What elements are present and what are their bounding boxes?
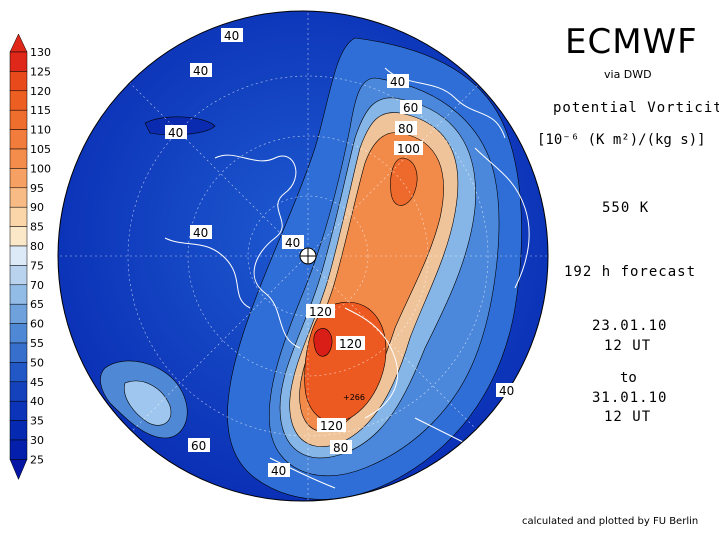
contour-label: 40 <box>496 383 518 398</box>
end-time: 12 UT <box>604 409 652 425</box>
start-date: 23.01.10 <box>592 318 668 334</box>
pv-upper-core <box>390 157 418 206</box>
contour-label: 40 <box>282 235 304 250</box>
end-date: 31.01.10 <box>592 390 668 406</box>
start-time: 12 UT <box>604 338 652 354</box>
contour-label: 60 <box>188 438 210 453</box>
pv-core <box>313 328 333 357</box>
svg-text:60: 60 <box>403 101 418 115</box>
svg-text:40: 40 <box>168 126 183 140</box>
colorbar-swatch <box>9 51 28 72</box>
to-label: to <box>620 370 637 386</box>
colorbar-tick-label: 65 <box>30 298 44 311</box>
contour-label: 40 <box>190 63 212 78</box>
colorbar-swatch <box>9 168 28 189</box>
colorbar-tick-label: 50 <box>30 356 44 369</box>
contour-label: 40 <box>165 125 187 140</box>
colorbar-arrow-bottom <box>9 459 28 481</box>
colorbar-tick-label: 55 <box>30 337 44 350</box>
colorbar-tick-label: 60 <box>30 318 44 331</box>
colorbar-tick-label: 125 <box>30 65 51 78</box>
colorbar-tick-label: 35 <box>30 415 44 428</box>
colorbar-tick-label: 85 <box>30 221 44 234</box>
colorbar-swatch <box>9 323 28 344</box>
svg-text:40: 40 <box>285 236 300 250</box>
colorbar-tick-label: 30 <box>30 434 44 447</box>
colorbar-tick-label: 105 <box>30 143 51 156</box>
svg-text:40: 40 <box>390 75 405 89</box>
credit-footer: calculated and plotted by FU Berlin <box>522 516 699 527</box>
contour-label: 40 <box>221 28 243 43</box>
colorbar-swatch <box>9 265 28 286</box>
colorbar-swatch <box>9 381 28 402</box>
colorbar-tick-label: 110 <box>30 124 51 137</box>
colorbar-swatch <box>9 90 28 111</box>
colorbar-tick-label: 80 <box>30 240 44 253</box>
contour-label: 40 <box>387 74 409 89</box>
colorbar-tick-label: 120 <box>30 85 51 98</box>
colorbar-swatch <box>9 342 28 363</box>
contour-label: 80 <box>395 121 417 136</box>
colorbar-tick-label: 75 <box>30 259 44 272</box>
colorbar-swatch <box>9 187 28 208</box>
contour-label: 40 <box>190 225 212 240</box>
contour-label: 40 <box>268 463 290 478</box>
colorbar-swatch <box>9 71 28 92</box>
colorbar-swatch <box>9 400 28 421</box>
forecast-label: 192 h forecast <box>564 264 697 280</box>
colorbar-swatch <box>9 420 28 441</box>
colorbar-swatch <box>9 362 28 383</box>
level-label: 550 K <box>602 200 650 216</box>
svg-text:60: 60 <box>191 439 206 453</box>
contour-label: 60 <box>400 100 422 115</box>
colorbar-arrow-top <box>9 33 28 53</box>
colorbar-swatch <box>9 226 28 247</box>
quantity-label: potential Vorticity <box>553 100 719 116</box>
colorbar-legend: 130 125 120 115 110 105 100 95 90 85 80 75 70 65 60 55 5… <box>8 30 54 494</box>
colorbar-tick-label: 130 <box>30 46 51 59</box>
colorbar-labels: 130 125 120 115 110 105 100 95 90 85 80 75 70 65 60 55 5… <box>30 46 51 466</box>
svg-text:40: 40 <box>193 226 208 240</box>
station-label: +266 <box>343 393 365 402</box>
colorbar-swatch <box>9 109 28 130</box>
pv-blob-southwest-inner <box>124 380 172 426</box>
contour-label: 100 <box>394 141 423 156</box>
colorbar-tick-label: 115 <box>30 104 51 117</box>
colorbar-tick-label: 95 <box>30 182 44 195</box>
svg-text:100: 100 <box>397 142 420 156</box>
contour-label: 80 <box>330 440 352 455</box>
contour-label: 120 <box>317 418 346 433</box>
colorbar-tick-label: 90 <box>30 201 44 214</box>
map-border <box>57 10 549 502</box>
model-source: via DWD <box>604 68 652 81</box>
svg-text:120: 120 <box>339 337 362 351</box>
svg-text:40: 40 <box>224 29 239 43</box>
svg-text:40: 40 <box>499 384 514 398</box>
colorbar-swatch <box>9 284 28 305</box>
colorbar-tick-label: 25 <box>30 453 44 466</box>
colorbar-swatch <box>9 148 28 169</box>
colorbar-swatch <box>9 439 28 460</box>
svg-text:40: 40 <box>271 464 286 478</box>
pole-marker <box>299 247 317 265</box>
colorbar-swatch <box>9 129 28 150</box>
model-title: ECMWF <box>565 22 698 62</box>
colorbar-tick-label: 45 <box>30 376 44 389</box>
svg-text:120: 120 <box>309 305 332 319</box>
colorbar-boxes <box>9 33 28 481</box>
colorbar-tick-label: 70 <box>30 279 44 292</box>
contour-label: 120 <box>306 304 335 319</box>
contour-label: 120 <box>336 336 365 351</box>
svg-text:80: 80 <box>398 122 413 136</box>
svg-text:80: 80 <box>333 441 348 455</box>
pv-map: +266 40 40 40 40 40 40 40 40 60 60 80 10… <box>55 8 555 512</box>
colorbar-swatch <box>9 303 28 324</box>
colorbar-swatch <box>9 206 28 227</box>
colorbar-tick-label: 40 <box>30 395 44 408</box>
svg-text:40: 40 <box>193 64 208 78</box>
units-label: [10⁻⁶ (K m²)/(kg s)] <box>537 132 706 148</box>
svg-text:120: 120 <box>320 419 343 433</box>
colorbar-swatch <box>9 245 28 266</box>
colorbar-tick-label: 100 <box>30 162 51 175</box>
